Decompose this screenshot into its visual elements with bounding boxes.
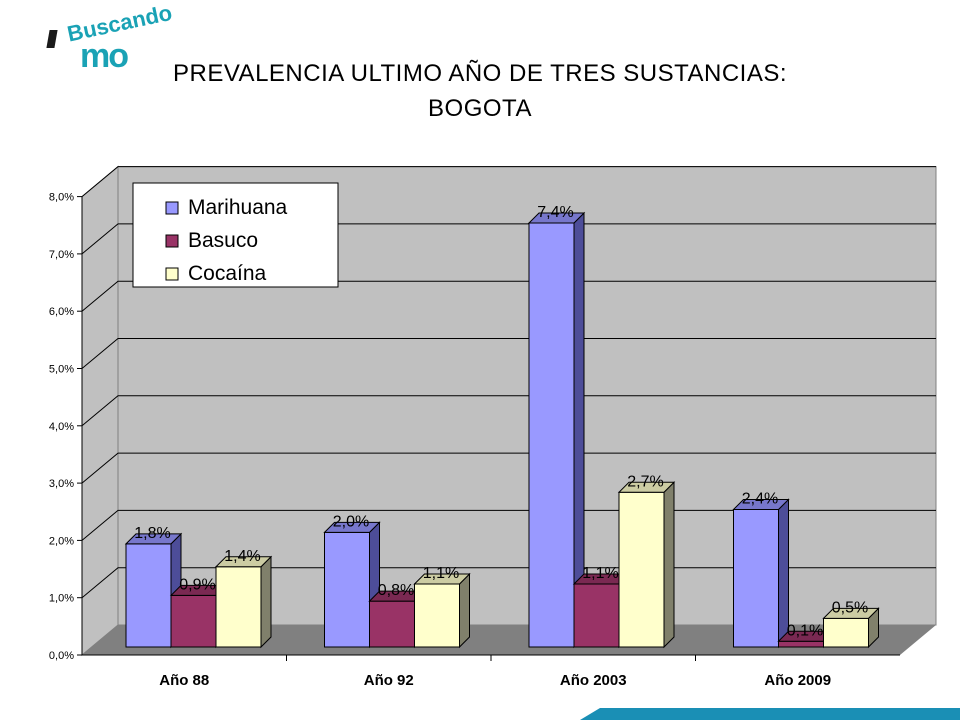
- bar-top: [413, 573, 471, 585]
- legend-swatch-cocaína: [165, 267, 179, 281]
- gridline: [81, 223, 936, 255]
- bar-top: [527, 212, 586, 224]
- legend-label-cocaína: Cocaína: [188, 262, 267, 285]
- gridline: [81, 395, 936, 427]
- bar-side: [459, 572, 470, 649]
- y-tick-label: 3,0%: [49, 478, 74, 490]
- bar-top: [732, 498, 790, 510]
- bar-cocaína: [414, 583, 460, 648]
- bar-top: [617, 481, 676, 493]
- gridline: [81, 338, 936, 369]
- footer-decoration: [580, 708, 960, 720]
- gridline: [81, 280, 936, 312]
- bar-marihuana: [528, 222, 575, 648]
- data-label: 1,8%: [134, 525, 170, 542]
- bar-basuco: [573, 583, 620, 648]
- gridline: [81, 452, 936, 484]
- y-tick-label: 7,0%: [49, 249, 74, 261]
- y-tick-label: 2,0%: [49, 535, 74, 547]
- y-tick-label: 4,0%: [49, 421, 74, 433]
- data-label: 2,0%: [333, 513, 369, 530]
- bar-cocaína: [215, 566, 262, 648]
- bar-basuco: [778, 640, 824, 648]
- logo-fragment: mo: [80, 44, 129, 68]
- data-label: 0,5%: [832, 599, 868, 616]
- bar-basuco: [170, 594, 217, 648]
- x-tick-label: Año 88: [159, 672, 209, 689]
- legend-label-marihuana: Marihuana: [188, 196, 288, 219]
- y-tick-label: 8,0%: [49, 192, 74, 204]
- bar-side: [260, 555, 272, 649]
- data-label: 0,8%: [378, 582, 414, 599]
- floor: [82, 625, 936, 655]
- y-tick-label: 5,0%: [49, 364, 74, 376]
- data-label: 1,1%: [582, 565, 618, 582]
- x-tick-label: Año 2009: [764, 672, 831, 689]
- bar-top: [822, 607, 880, 619]
- x-tick-label: Año 2003: [560, 672, 627, 689]
- y-tick-label: 1,0%: [49, 593, 74, 605]
- legend-swatch-basuco: [165, 234, 179, 248]
- data-label: 7,4%: [537, 204, 573, 221]
- bar-top: [323, 521, 381, 533]
- bar-marihuana: [125, 543, 172, 648]
- data-label: 0,1%: [787, 622, 823, 639]
- logo: Buscando mo: [20, 0, 180, 68]
- bar-top: [124, 533, 183, 545]
- chart-title-line2: BOGOTA: [428, 95, 532, 122]
- legend-label-basuco: Basuco: [188, 229, 258, 252]
- y-tick-label: 0,0%: [49, 650, 74, 662]
- bar-basuco: [369, 600, 415, 648]
- bar-marihuana: [733, 508, 779, 648]
- x-tick-label: Año 92: [364, 672, 414, 689]
- bar-cocaína: [618, 491, 665, 648]
- bar-side: [663, 481, 675, 649]
- data-label: 1,4%: [224, 548, 260, 565]
- gridline: [81, 166, 936, 197]
- data-label: 0,9%: [179, 576, 215, 593]
- chart-title-line1: PREVALENCIA ULTIMO AÑO DE TRES SUSTANCIA…: [172, 60, 788, 87]
- data-label: 2,4%: [742, 490, 778, 507]
- data-label: 1,1%: [423, 565, 459, 582]
- y-tick-label: 6,0%: [49, 306, 74, 318]
- bar-top: [214, 556, 273, 568]
- bar-marihuana: [324, 531, 370, 648]
- bar-cocaína: [823, 617, 869, 648]
- legend-swatch-marihuana: [165, 201, 179, 215]
- data-label: 2,7%: [627, 473, 663, 490]
